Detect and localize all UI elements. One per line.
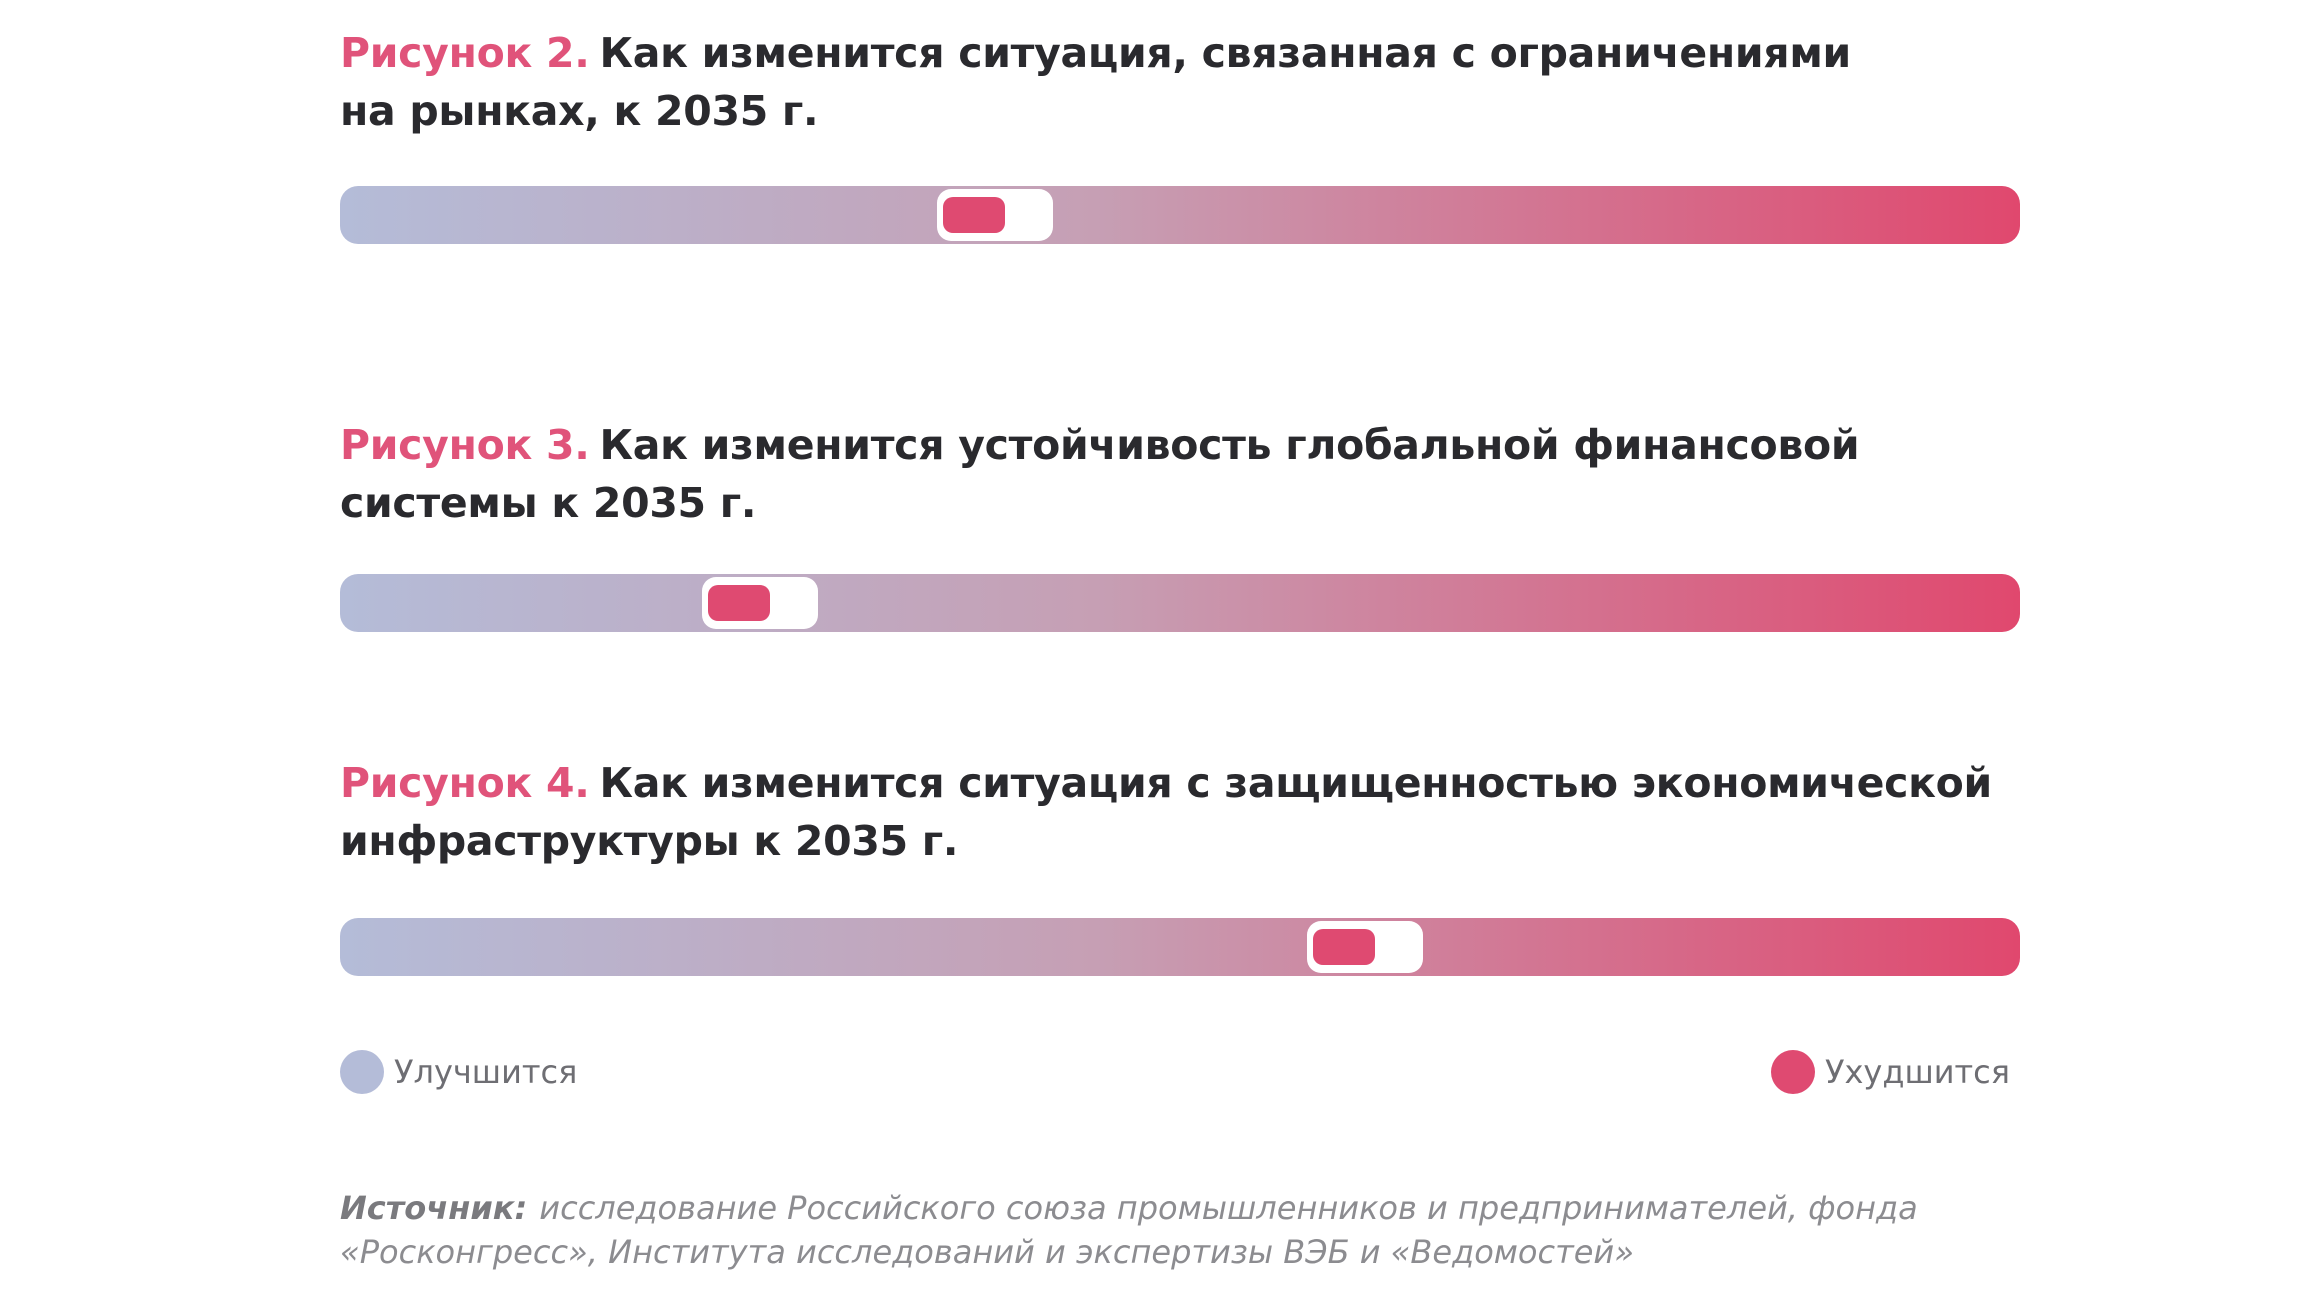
figure-4-title-line2: инфраструктуры к 2035 г. bbox=[340, 817, 959, 865]
figure-2-label: Рисунок 2. bbox=[340, 29, 590, 77]
figure-4-marker-fill bbox=[1312, 929, 1375, 965]
figure-2-title: Рисунок 2. Как изменится ситуация, связан… bbox=[340, 24, 2020, 140]
figure-3-marker-fill bbox=[708, 585, 770, 621]
legend: Улучшится Ухудшится bbox=[340, 1050, 2020, 1094]
figure-2-scale-marker bbox=[937, 189, 1054, 241]
legend-worsen-dot bbox=[1770, 1050, 1815, 1094]
figure-2-marker-fill bbox=[943, 197, 1006, 233]
legend-improve-dot bbox=[340, 1050, 384, 1094]
figure-4-header: Рисунок 4. Как изменится ситуация с защищ… bbox=[340, 754, 2020, 870]
source-label: Источник: bbox=[340, 1189, 528, 1227]
figure-2-header: Рисунок 2. Как изменится ситуация, связан… bbox=[340, 24, 2020, 140]
source-text-line2: «Росконгресс», Института исследований и … bbox=[340, 1233, 1634, 1271]
figure-4-scale-track bbox=[340, 918, 2020, 976]
legend-item-improve: Улучшится bbox=[340, 1050, 577, 1094]
legend-improve-label: Улучшится bbox=[394, 1053, 578, 1091]
legend-item-worsen: Ухудшится bbox=[1770, 1050, 2010, 1094]
figure-4-title: Рисунок 4. Как изменится ситуация с защищ… bbox=[340, 754, 2020, 870]
figure-2-title-line2: на рынках, к 2035 г. bbox=[340, 87, 819, 135]
figure-3-scale-track bbox=[340, 574, 2020, 632]
figure-4-label: Рисунок 4. bbox=[340, 759, 590, 807]
figure-3-scale-marker bbox=[702, 577, 818, 629]
legend-worsen-label: Ухудшится bbox=[1824, 1053, 2010, 1091]
figure-3-title-line1: Как изменится устойчивость глобальной фи… bbox=[599, 421, 1860, 469]
figure-3-header: Рисунок 3. Как изменится устойчивость гло… bbox=[340, 416, 2020, 532]
source-text-line1: исследование Российского союза промышлен… bbox=[539, 1189, 1918, 1227]
source-note: Источник: исследование Российского союза … bbox=[340, 1186, 2020, 1274]
figure-3-title-line2: системы к 2035 г. bbox=[340, 479, 757, 527]
figure-4-scale-marker bbox=[1306, 921, 1423, 973]
figure-3-label: Рисунок 3. bbox=[340, 421, 590, 469]
figure-2-title-line1: Как изменится ситуация, связанная с огра… bbox=[599, 29, 1852, 77]
figure-4-title-line1: Как изменится ситуация с защищенностью э… bbox=[599, 759, 1993, 807]
figure-3-title: Рисунок 3. Как изменится устойчивость гло… bbox=[340, 416, 2020, 532]
figure-2-scale-track bbox=[340, 186, 2020, 244]
